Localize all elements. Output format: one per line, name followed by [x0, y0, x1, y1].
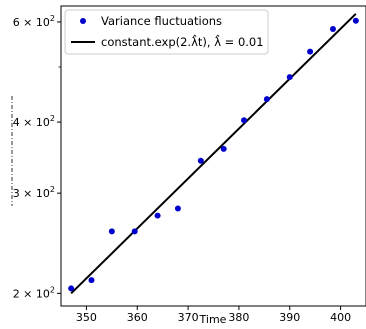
x-tick-label-350: 350	[76, 311, 97, 324]
data-point	[352, 17, 359, 24]
x-tick-label-380: 380	[228, 311, 249, 324]
x-axis-title: Time	[199, 313, 227, 326]
x-tick-label-360: 360	[127, 311, 148, 324]
data-point	[131, 228, 138, 235]
data-point	[329, 26, 336, 33]
fit-line	[70, 13, 357, 295]
data-point	[88, 277, 95, 284]
x-ticks: 350 360 370 380 390 400	[76, 306, 351, 324]
points-layer	[68, 17, 359, 292]
legend-box	[64, 9, 269, 55]
legend-label-fit: constant.exp(2.λ̂t), λ̂ = 0.01	[101, 33, 264, 49]
legend: Variance fluctuations constant.exp(2.λ̂t…	[64, 9, 269, 55]
y-tick-label-400: 4 × 102	[13, 114, 55, 129]
data-point	[174, 205, 181, 212]
data-point	[197, 157, 204, 164]
y-tick-label-300: 3 × 102	[13, 185, 55, 200]
x-tick-label-390: 390	[279, 311, 300, 324]
plot-area	[60, 5, 366, 307]
y-ticks: 2 × 102 3 × 102 4 × 102 6 × 102	[13, 14, 61, 300]
y-tick-label-600: 6 × 102	[13, 14, 55, 29]
x-tick-label-370: 370	[178, 311, 199, 324]
data-point	[154, 212, 161, 219]
x-tick-label-400: 400	[330, 311, 351, 324]
data-point	[241, 117, 247, 124]
data-point	[286, 74, 293, 81]
data-point	[68, 285, 75, 292]
data-point	[307, 48, 314, 55]
data-point	[108, 228, 115, 235]
legend-label-variance: Variance fluctuations	[101, 14, 222, 28]
data-point	[263, 96, 270, 103]
legend-marker-variance	[80, 18, 86, 24]
data-point	[220, 145, 227, 152]
y-tick-label-200: 2 × 102	[13, 285, 55, 300]
fit-line-layer	[70, 13, 357, 295]
